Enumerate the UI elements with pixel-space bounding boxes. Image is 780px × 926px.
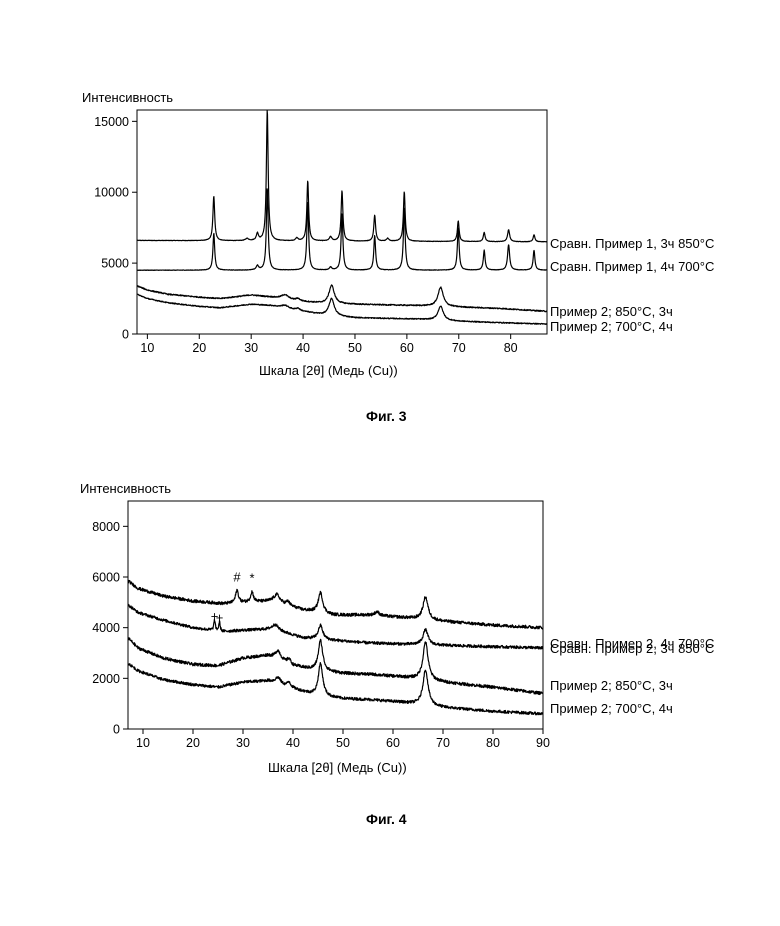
series-labels: Сравн. Пример 1, 3ч 850°С Сравн. Пример 1… — [550, 236, 714, 334]
x-tick-label: 80 — [486, 736, 500, 750]
x-tick-label: 40 — [296, 341, 310, 355]
series-label: Пример 2; 700°С, 4ч — [550, 701, 673, 716]
x-tick-label: 60 — [386, 736, 400, 750]
peak-annotations: #*++ — [211, 570, 255, 626]
x-tick-label: 20 — [192, 341, 206, 355]
x-tick-label: 30 — [236, 736, 250, 750]
x-axis-label: Шкала [2θ] (Медь (Cu)) — [268, 760, 407, 775]
y-tick-label: 0 — [122, 328, 129, 342]
x-tick-label: 30 — [244, 341, 258, 355]
series-lines — [137, 111, 547, 325]
figure-caption: Фиг. 4 — [366, 811, 407, 827]
axis-ticks: 10 20 30 40 50 60 70 80 90 0 2000 4000 6000 8000 — [92, 520, 550, 750]
x-tick-label: 10 — [136, 736, 150, 750]
y-tick-label: 8000 — [92, 520, 120, 534]
x-tick-label: 10 — [140, 341, 154, 355]
peak-annotation: + — [216, 610, 224, 625]
y-tick-label: 6000 — [92, 571, 120, 585]
peak-annotation: # — [233, 570, 241, 585]
chart-fig4: Интенсивность 10 20 30 40 50 60 70 80 90 0 2000 400… — [80, 481, 714, 827]
series-line — [137, 294, 547, 324]
series-label: Сравн. Пример 1, 4ч 700°С — [550, 259, 714, 274]
series-label: Пример 2; 700°С, 4ч — [550, 319, 673, 334]
y-axis-label: Интенсивность — [80, 481, 171, 496]
figure-caption: Фиг. 3 — [366, 408, 407, 424]
x-tick-label: 50 — [348, 341, 362, 355]
x-tick-label: 70 — [436, 736, 450, 750]
y-tick-label: 10000 — [94, 186, 129, 200]
series-line — [137, 285, 547, 312]
y-tick-label: 15000 — [94, 115, 129, 129]
axis-ticks: 10 20 30 40 50 60 70 80 0 5000 10000 15000 — [94, 115, 517, 355]
chart-fig3: Интенсивность 10 20 30 40 50 60 70 80 0 5000 10000… — [82, 90, 714, 424]
y-tick-label: 4000 — [92, 621, 120, 635]
x-tick-label: 60 — [400, 341, 414, 355]
series-line — [128, 604, 543, 649]
x-tick-label: 40 — [286, 736, 300, 750]
x-tick-label: 20 — [186, 736, 200, 750]
y-tick-label: 0 — [113, 723, 120, 737]
series-label: Сравн. Пример 1, 3ч 850°С — [550, 236, 714, 251]
series-line — [128, 580, 543, 629]
x-axis-label: Шкала [2θ] (Медь (Cu)) — [259, 363, 398, 378]
y-tick-label: 5000 — [101, 257, 129, 271]
y-axis-label: Интенсивность — [82, 90, 173, 105]
x-tick-label: 50 — [336, 736, 350, 750]
x-tick-label: 90 — [536, 736, 550, 750]
series-label: Сравн. Пример 2, 4ч 700°С — [550, 636, 714, 651]
x-tick-label: 70 — [452, 341, 466, 355]
series-lines — [128, 580, 543, 714]
figure-canvas: Интенсивность 10 20 30 40 50 60 70 80 0 5000 10000… — [0, 0, 780, 926]
series-label: Пример 2; 850°С, 3ч — [550, 678, 673, 693]
y-tick-label: 2000 — [92, 672, 120, 686]
series-label: Пример 2; 850°С, 3ч — [550, 304, 673, 319]
peak-annotation: * — [249, 571, 254, 586]
series-labels: Сравн. Пример 2, 3ч 850°ССравн. Пример 2… — [550, 636, 714, 716]
x-tick-label: 80 — [504, 341, 518, 355]
